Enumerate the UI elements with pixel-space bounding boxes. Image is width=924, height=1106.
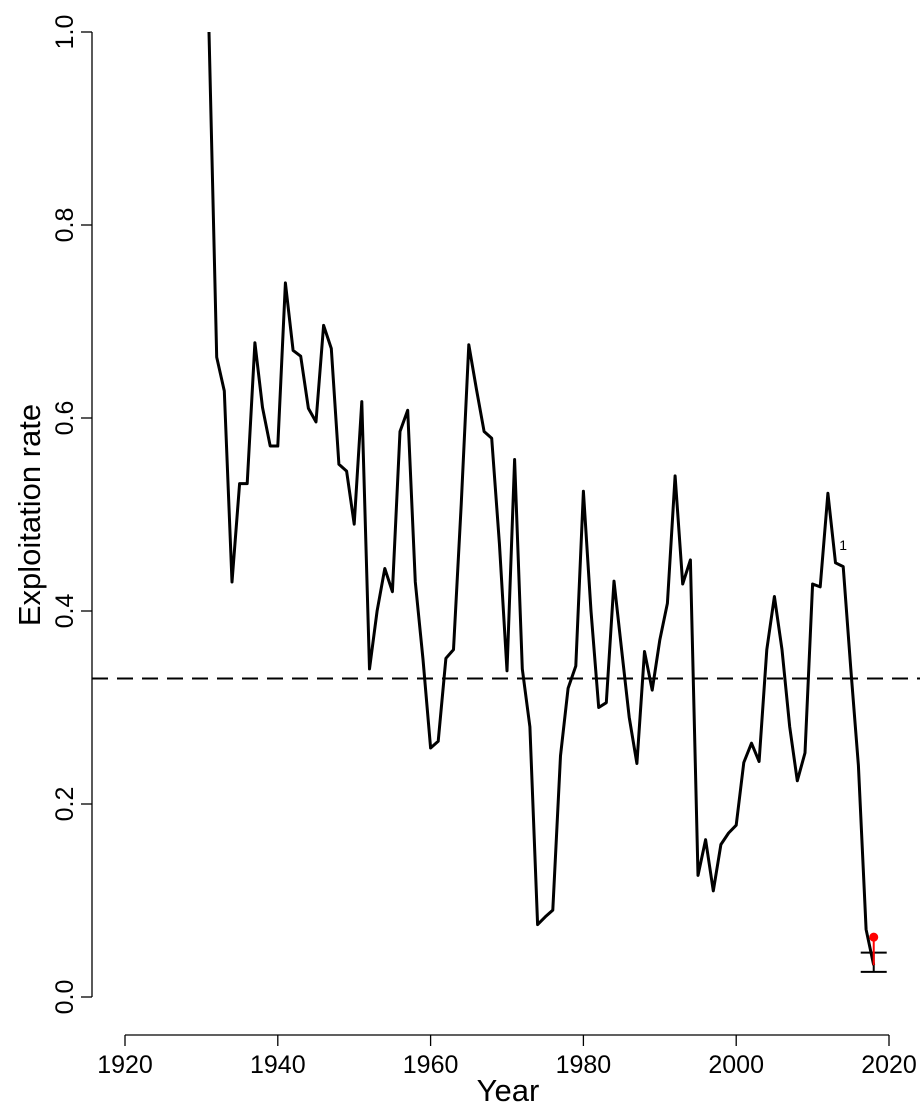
y-tick-label: 0.2 xyxy=(51,787,79,822)
x-tick-label: 2020 xyxy=(861,1051,917,1079)
x-tick-label: 2000 xyxy=(708,1051,764,1079)
y-tick-label: 0.8 xyxy=(51,208,79,243)
highlight-point xyxy=(869,932,879,942)
y-tick-label: 0.0 xyxy=(51,980,79,1015)
series-line-0 xyxy=(207,31,876,966)
y-tick-label: 1.0 xyxy=(51,15,79,50)
y-tick-label: 0.4 xyxy=(51,594,79,629)
x-tick-label: 1980 xyxy=(556,1051,612,1079)
y-axis-title: Exploitation rate xyxy=(12,404,47,626)
annotation-label: 1 xyxy=(839,537,847,553)
x-tick-label: 1940 xyxy=(250,1051,306,1079)
x-axis-title: Year xyxy=(477,1073,540,1106)
y-tick-label: 0.6 xyxy=(51,401,79,436)
x-tick-label: 1960 xyxy=(403,1051,459,1079)
x-tick-label: 1920 xyxy=(97,1051,153,1079)
